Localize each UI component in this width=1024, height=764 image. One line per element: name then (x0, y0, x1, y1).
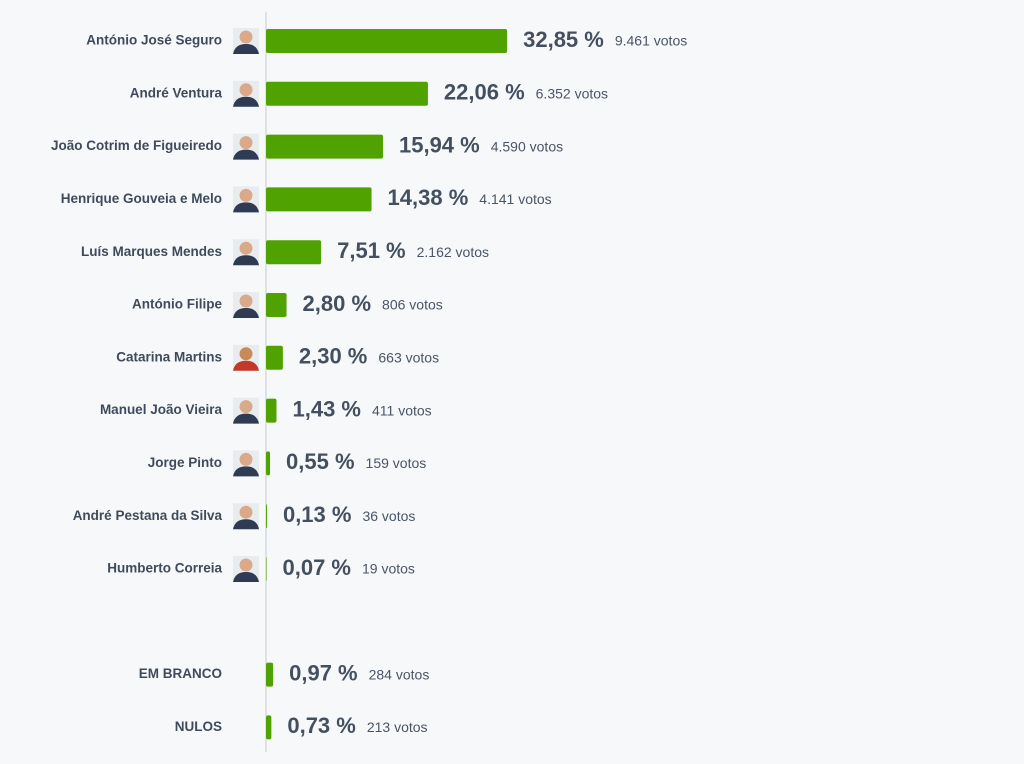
votes-label: 9.461 votos (615, 33, 687, 49)
photo-head (239, 400, 253, 414)
photo-body (233, 255, 259, 266)
percent-label: 22,06 % (444, 80, 525, 105)
percent-label: 14,38 % (388, 185, 469, 210)
photo-body (233, 149, 259, 160)
candidate-photo (233, 80, 259, 107)
percent-label: 1,43 % (292, 396, 361, 421)
candidate-photo (233, 344, 259, 371)
photo-body (233, 96, 259, 107)
votes-label: 36 votos (362, 508, 415, 524)
photo-head (239, 241, 253, 255)
bar (266, 662, 274, 687)
bar (266, 504, 267, 529)
bar (266, 81, 428, 106)
bar (266, 557, 267, 581)
photo-body (233, 466, 259, 477)
candidate-name: António José Seguro (86, 33, 222, 48)
candidate-photo (233, 186, 259, 213)
bar (266, 29, 508, 53)
candidate-name: Manuel João Vieira (100, 402, 223, 417)
candidate-name: André Pestana da Silva (73, 508, 223, 523)
candidate-name: Luís Marques Mendes (81, 244, 222, 259)
photo-head (239, 294, 253, 308)
percent-label: 2,80 % (303, 291, 372, 316)
percent-label: 0,73 % (287, 713, 356, 738)
photo-head (239, 83, 253, 97)
candidate-photo (233, 556, 259, 582)
percent-label: 7,51 % (337, 238, 406, 263)
candidate-photo (233, 239, 259, 266)
photo-head (239, 558, 253, 572)
photo-head (239, 188, 253, 202)
bar (266, 293, 287, 317)
votes-label: 4.590 votos (491, 138, 563, 154)
candidate-photo (233, 397, 259, 424)
percent-label: 0,07 % (283, 555, 352, 580)
candidate-photo (233, 292, 259, 318)
candidate-name: Henrique Gouveia e Melo (61, 191, 222, 206)
candidate-name: Jorge Pinto (148, 455, 222, 470)
percent-label: 2,30 % (299, 344, 368, 369)
votes-label: 4.141 votos (479, 191, 551, 207)
photo-body (233, 572, 259, 582)
percent-label: 0,97 % (289, 660, 358, 685)
candidate-name: Humberto Correia (107, 561, 222, 576)
photo-body (233, 413, 259, 424)
percent-label: 32,85 % (523, 27, 604, 52)
bar (266, 715, 272, 740)
votes-label: 284 votos (369, 666, 430, 682)
candidate-name: João Cotrim de Figueiredo (51, 138, 222, 153)
photo-body (233, 519, 259, 530)
photo-head (239, 30, 253, 44)
votes-label: 663 votos (378, 350, 439, 366)
percent-label: 0,55 % (286, 449, 355, 474)
percent-label: 15,94 % (399, 132, 480, 157)
percent-label: 0,13 % (283, 502, 352, 527)
photo-head (239, 452, 253, 466)
candidate-name: Catarina Martins (116, 349, 222, 364)
bar (266, 345, 283, 370)
bar (266, 187, 372, 212)
votes-label: 159 votos (366, 455, 427, 471)
candidate-photo (233, 503, 259, 530)
candidate-name: NULOS (175, 719, 222, 734)
photo-body (233, 360, 259, 371)
candidate-name: EM BRANCO (139, 666, 222, 681)
candidate-name: António Filipe (132, 297, 222, 312)
photo-head (239, 505, 253, 519)
photo-body (233, 202, 259, 213)
bar (266, 451, 271, 476)
votes-label: 213 votos (367, 719, 428, 735)
votes-label: 411 votos (372, 402, 432, 418)
photo-body (233, 44, 259, 54)
bar (266, 398, 277, 423)
candidate-photo (233, 28, 259, 54)
votes-label: 19 votos (362, 561, 415, 577)
votes-label: 2.162 votos (417, 244, 489, 260)
photo-head (239, 347, 253, 361)
bar (266, 134, 383, 159)
candidate-photo (233, 133, 259, 160)
votes-label: 806 votos (382, 297, 443, 313)
photo-head (239, 136, 253, 150)
votes-label: 6.352 votos (536, 86, 608, 102)
photo-body (233, 308, 259, 318)
candidate-photo (233, 450, 259, 477)
candidate-name: André Ventura (130, 85, 223, 100)
bar (266, 240, 322, 265)
